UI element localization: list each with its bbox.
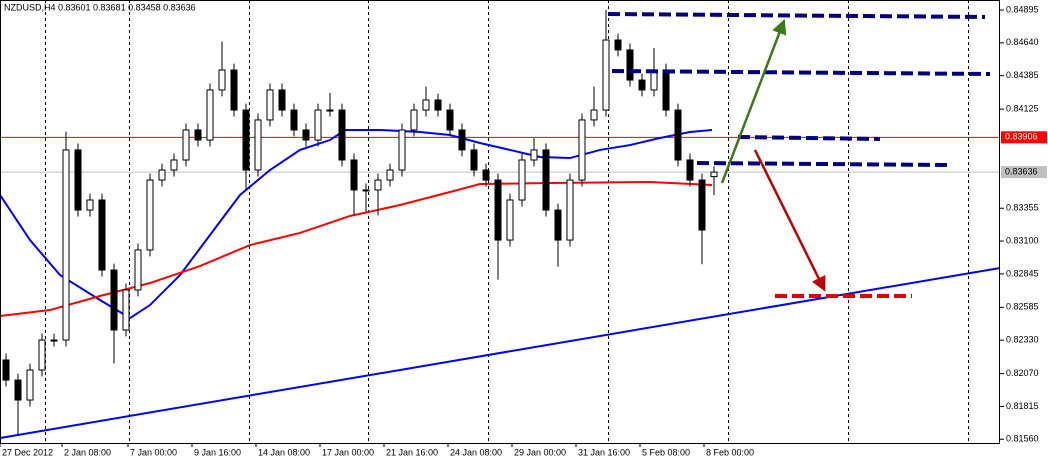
candle-body bbox=[410, 109, 418, 131]
arrow-up bbox=[720, 18, 787, 184]
candle-body bbox=[50, 339, 58, 342]
candle-body bbox=[302, 129, 310, 141]
candle-body bbox=[542, 149, 550, 211]
y-tick-label: 0.84385 bbox=[1006, 70, 1039, 80]
candle-body bbox=[170, 159, 178, 171]
candle-body bbox=[446, 109, 454, 131]
x-tick-label: 17 Jan 00:00 bbox=[322, 447, 374, 457]
x-tick-label: 2 Jan 08:00 bbox=[64, 447, 111, 457]
candle-body bbox=[134, 249, 142, 291]
y-tick-label: 0.82070 bbox=[1006, 368, 1039, 378]
candle-body bbox=[566, 179, 574, 241]
y-tick-label: 0.82330 bbox=[1006, 335, 1039, 345]
drawings bbox=[607, 12, 991, 298]
candle-body bbox=[494, 179, 502, 241]
price-label-box bbox=[1001, 131, 1047, 144]
candle-body bbox=[110, 269, 118, 331]
chart-title: NZDUSD,H4 0.83601 0.83681 0.83458 0.8363… bbox=[4, 2, 196, 12]
candle-body bbox=[398, 129, 406, 171]
price-label-box bbox=[1001, 166, 1047, 179]
candle-body bbox=[218, 69, 226, 91]
candle-body bbox=[602, 39, 610, 111]
candle-body bbox=[74, 149, 82, 211]
candle-body bbox=[638, 79, 646, 91]
x-tick-label: 29 Jan 00:00 bbox=[514, 447, 566, 457]
candle-body bbox=[686, 159, 694, 181]
candle-body bbox=[506, 199, 514, 241]
candle-body bbox=[662, 69, 670, 111]
candle-body bbox=[470, 149, 478, 171]
candle-body bbox=[458, 129, 466, 151]
candle-body bbox=[314, 109, 322, 141]
arrow-down bbox=[753, 149, 826, 292]
y-tick-label: 0.81560 bbox=[1006, 434, 1039, 444]
candle-body bbox=[530, 149, 538, 161]
y-tick-label: 0.83355 bbox=[1006, 203, 1039, 213]
candle-body bbox=[146, 179, 154, 251]
candle-body bbox=[290, 109, 298, 131]
candle-body bbox=[614, 39, 622, 51]
candle-body bbox=[362, 189, 370, 192]
price-label: 0.83906 bbox=[1005, 132, 1038, 142]
candle-body bbox=[194, 129, 202, 141]
candle-body bbox=[14, 379, 22, 401]
candle-body bbox=[350, 159, 358, 191]
candle-body bbox=[26, 369, 34, 401]
candle-body bbox=[230, 69, 238, 111]
y-tick-label: 0.83100 bbox=[1006, 235, 1039, 245]
y-tick-label: 0.84125 bbox=[1006, 104, 1039, 114]
candle-body bbox=[86, 199, 94, 211]
y-tick-label: 0.82585 bbox=[1006, 302, 1039, 312]
x-tick-label: 14 Jan 08:00 bbox=[258, 447, 310, 457]
candle-body bbox=[254, 119, 262, 171]
candle-body bbox=[278, 89, 286, 111]
indicator-line bbox=[0, 180, 713, 317]
x-tick-label: 8 Feb 00:00 bbox=[706, 447, 754, 457]
candle-body bbox=[434, 99, 442, 111]
y-tick-label: 0.82845 bbox=[1006, 268, 1039, 278]
candle-body bbox=[482, 169, 490, 181]
candle-body bbox=[554, 209, 562, 241]
candle-body bbox=[182, 129, 190, 161]
candle-body bbox=[266, 89, 274, 121]
candle-body bbox=[338, 109, 346, 161]
plot bbox=[0, 10, 1001, 439]
y-tick-label: 0.84895 bbox=[1006, 4, 1039, 14]
y-tick-label: 0.81815 bbox=[1006, 401, 1039, 411]
candle-body bbox=[386, 169, 394, 181]
x-tick-label: 27 Dec 2012 bbox=[2, 447, 53, 457]
x-tick-label: 9 Jan 16:00 bbox=[194, 447, 241, 457]
price-label: 0.83636 bbox=[1005, 166, 1038, 176]
x-tick-label: 5 Feb 08:00 bbox=[642, 447, 690, 457]
x-tick-label: 21 Jan 16:00 bbox=[386, 447, 438, 457]
candle-body bbox=[98, 199, 106, 271]
candle-body bbox=[206, 89, 214, 141]
candle-body bbox=[422, 99, 430, 111]
candle-body bbox=[158, 169, 166, 181]
candle-body bbox=[518, 159, 526, 201]
plot-frame bbox=[0, 0, 1000, 444]
x-tick-label: 31 Jan 16:00 bbox=[578, 447, 630, 457]
candle-body bbox=[590, 109, 598, 121]
candle-body bbox=[122, 289, 130, 331]
candle-body bbox=[326, 109, 334, 112]
candle-body bbox=[242, 109, 250, 171]
candle-body bbox=[674, 109, 682, 161]
candle-body bbox=[578, 119, 586, 181]
candle-body bbox=[710, 171, 718, 178]
candle-body bbox=[2, 359, 10, 381]
candle-body bbox=[62, 149, 70, 341]
y-tick-label: 0.84640 bbox=[1006, 37, 1039, 47]
candle-body bbox=[626, 49, 634, 81]
candle-body bbox=[698, 179, 706, 231]
candle-body bbox=[38, 339, 46, 371]
candle-body bbox=[374, 179, 382, 191]
x-tick-label: 7 Jan 00:00 bbox=[130, 447, 177, 457]
x-tick-label: 24 Jan 08:00 bbox=[450, 447, 502, 457]
